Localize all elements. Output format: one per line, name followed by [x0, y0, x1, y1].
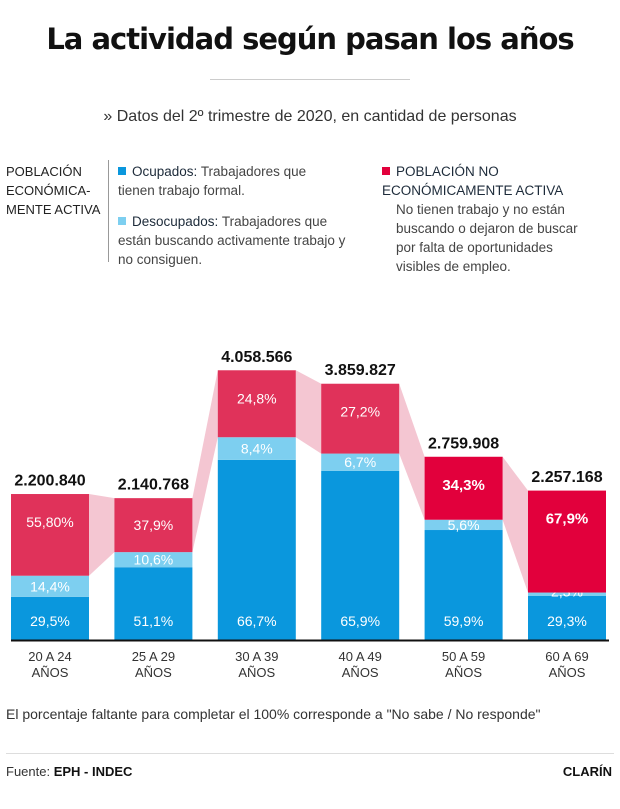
bar-segment-desocupados	[217, 437, 296, 460]
legend-pnea-swatch	[382, 167, 390, 175]
bar-total-label: 3.859.827	[325, 362, 396, 379]
x-tick-label: 25 A 29	[132, 649, 175, 664]
bar-segment-pnea	[11, 494, 89, 576]
x-tick-label: 20 A 24	[28, 649, 71, 664]
bar-segment-pnea	[321, 383, 400, 454]
footer-divider	[6, 753, 614, 754]
data-label-desocupados: 5,6%	[448, 517, 480, 533]
x-tick-label: 30 A 39	[235, 649, 278, 664]
legend-desocupados-desc: Trabajadores que están buscando activame…	[118, 214, 346, 267]
x-tick-label: 50 A 59	[442, 649, 485, 664]
bar-segment-pnea	[424, 456, 503, 520]
x-tick-label: AÑOS	[32, 665, 69, 680]
data-label-pnea: 37,9%	[134, 517, 174, 533]
x-tick-label: AÑOS	[135, 665, 172, 680]
data-label-pnea: 27,2%	[340, 404, 380, 420]
legend-desocupados-swatch	[118, 217, 126, 225]
data-label-ocupados: 59,9%	[444, 613, 484, 629]
data-label-desocupados: 10,6%	[134, 552, 174, 568]
legend-pnea-desc: No tienen trabajo y no están buscando o …	[396, 202, 578, 274]
title-divider	[210, 79, 410, 80]
bar-total-label: 2.257.168	[531, 469, 602, 486]
bar-segment-ocupados	[114, 567, 193, 640]
x-tick-label: AÑOS	[238, 665, 275, 680]
data-label-ocupados: 29,5%	[30, 613, 70, 629]
bar-segment-desocupados	[424, 519, 503, 531]
bar-segment-ocupados	[217, 459, 296, 640]
data-label-pnea: 67,9%	[546, 511, 589, 528]
bar-segment-pnea	[114, 498, 193, 553]
data-label-pnea: 34,3%	[442, 477, 485, 494]
x-tick-label: AÑOS	[342, 665, 379, 680]
legend-pea-label: POBLACIÓN ECONÓMICA- MENTE ACTIVA	[6, 164, 101, 217]
source-value: EPH - INDEC	[53, 764, 133, 779]
data-label-ocupados: 65,9%	[340, 613, 380, 629]
data-label-ocupados: 66,7%	[237, 613, 277, 629]
data-label-pnea: 24,8%	[237, 390, 277, 406]
data-label-desocupados: 8,4%	[241, 441, 273, 457]
legend-desocupados: Desocupados: Trabajadores que están busc…	[118, 212, 348, 269]
bar-total-label: 2.200.840	[14, 473, 85, 490]
legend-ocupados-label: Ocupados:	[132, 164, 198, 179]
legend-desocupados-label: Desocupados:	[132, 214, 219, 229]
bar-total-label: 2.140.768	[118, 477, 189, 494]
data-label-desocupados: 14,4%	[30, 578, 70, 594]
bar-segment-pnea	[217, 370, 296, 438]
connector-band	[295, 370, 322, 454]
x-tick-label: AÑOS	[445, 665, 482, 680]
bar-segment-desocupados	[114, 552, 193, 568]
legend-brace	[108, 160, 115, 262]
bar-segment-pnea	[528, 490, 606, 593]
data-label-ocupados: 29,3%	[547, 613, 587, 629]
legend-pnea: POBLACIÓN NO ECONÓMICAMENTE ACTIVA No ti…	[382, 162, 582, 276]
connector-band	[399, 383, 425, 520]
x-tick-label: AÑOS	[549, 665, 586, 680]
bar-segment-ocupados	[528, 596, 606, 640]
bar-segment-ocupados	[424, 530, 503, 640]
legend-ocupados-swatch	[118, 167, 126, 175]
bar-segment-desocupados	[321, 453, 400, 471]
source-line: Fuente: EPH - INDEC	[6, 764, 132, 779]
connector-band	[192, 370, 218, 553]
bar-segment-desocupados	[11, 575, 89, 597]
source-label: Fuente:	[6, 764, 51, 779]
data-label-pnea: 55,80%	[26, 514, 73, 530]
x-tick-label: 60 A 69	[545, 649, 588, 664]
footnote: El porcentaje faltante para completar el…	[6, 706, 541, 722]
connector-band	[502, 456, 528, 593]
bar-total-label: 2.759.908	[428, 435, 499, 452]
legend-ocupados-desc: Trabajadores que tienen trabajo formal.	[118, 164, 307, 198]
bar-segment-ocupados	[11, 596, 89, 640]
bar-segment-desocupados	[528, 592, 606, 597]
bar-segment-ocupados	[321, 470, 400, 640]
x-tick-label: 40 A 49	[339, 649, 382, 664]
chart-subtitle: » Datos del 2º trimestre de 2020, en can…	[103, 108, 517, 125]
data-label-ocupados: 51,1%	[134, 613, 174, 629]
bar-total-label: 4.058.566	[221, 349, 292, 366]
connector-band	[89, 494, 115, 576]
brand-logo-text: CLARÍN	[562, 764, 612, 779]
legend-ocupados: Ocupados: Trabajadores que tienen trabaj…	[118, 162, 318, 200]
legend-pnea-label: POBLACIÓN NO ECONÓMICAMENTE ACTIVA	[382, 164, 564, 198]
chart-title: La actividad según pasan los años	[46, 22, 574, 56]
data-label-desocupados: 6,7%	[344, 454, 376, 470]
